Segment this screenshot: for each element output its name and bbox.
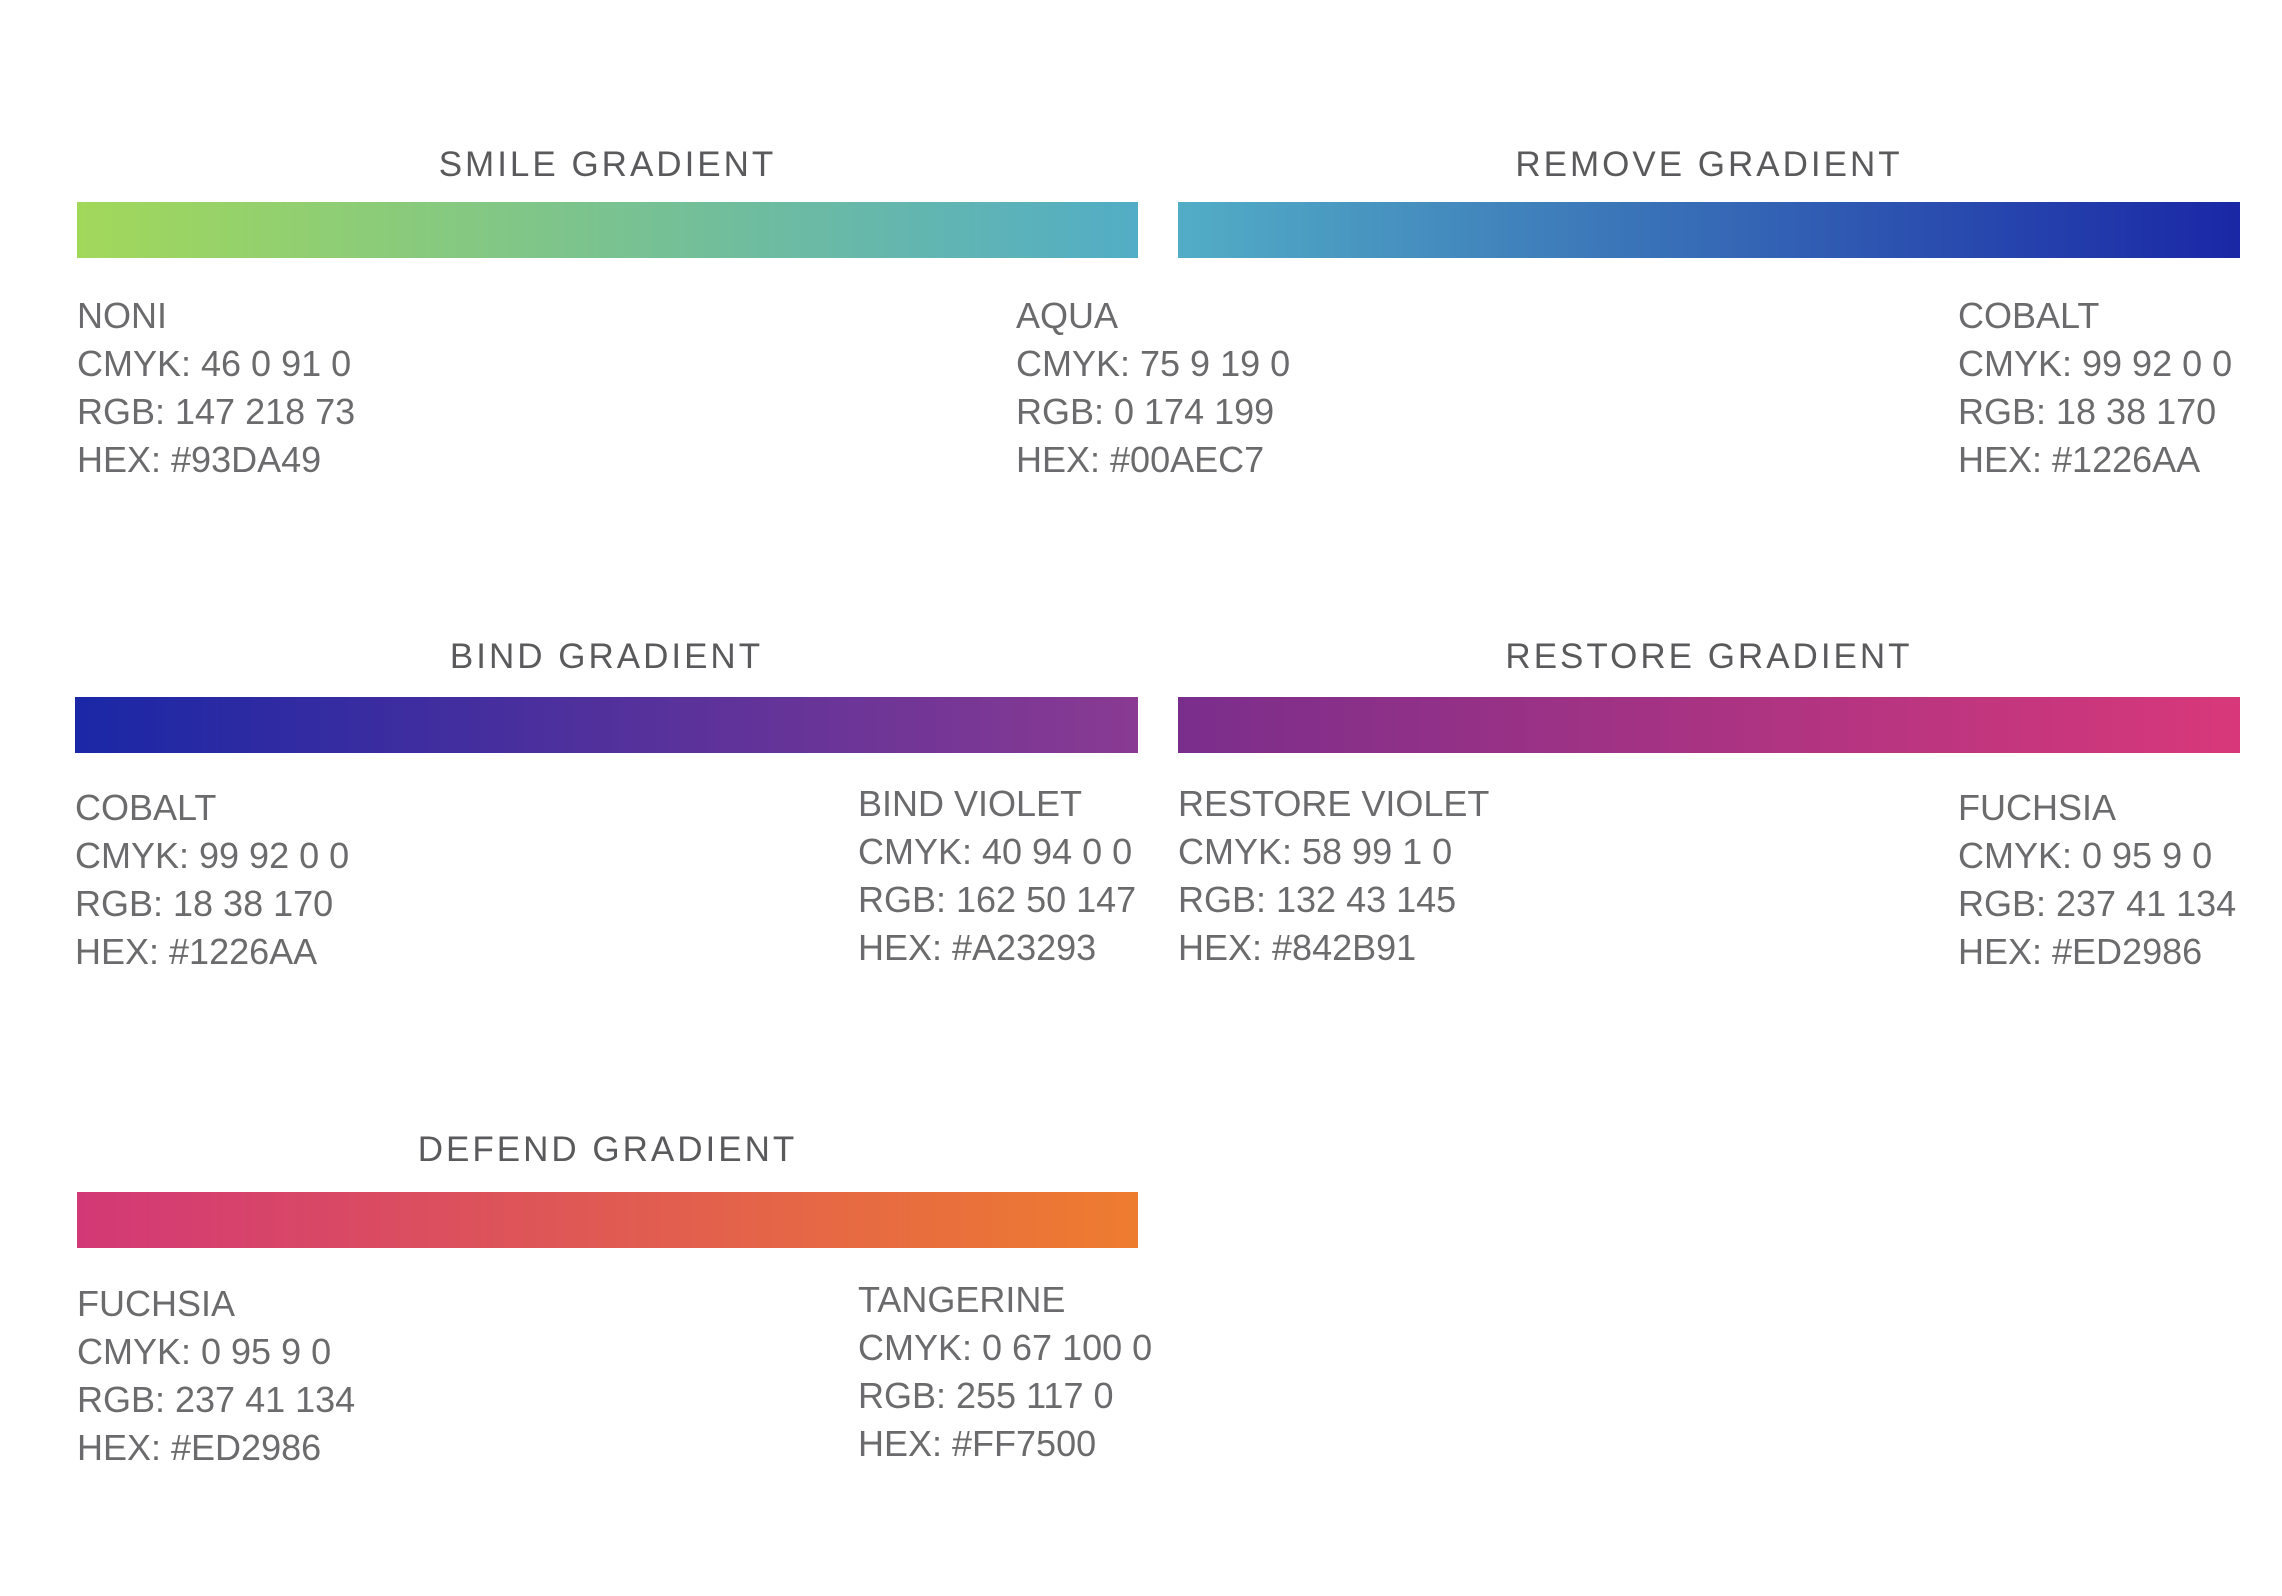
cmyk-value: CMYK: 58 99 1 0 <box>1178 831 1453 872</box>
color-spec-fuchsia: FUCHSIA CMYK: 0 95 9 0 RGB: 237 41 134 H… <box>1958 784 2236 976</box>
color-spec-noni: NONI CMYK: 46 0 91 0 RGB: 147 218 73 HEX… <box>77 292 355 484</box>
hex-value: HEX: #00AEC7 <box>1016 439 1265 480</box>
color-name: TANGERINE <box>858 1279 1066 1320</box>
color-name: NONI <box>77 295 167 336</box>
color-name: RESTORE VIOLET <box>1178 783 1490 824</box>
hex-value: HEX: #93DA49 <box>77 439 322 480</box>
rgb-value: RGB: 0 174 199 <box>1016 391 1275 432</box>
cmyk-value: CMYK: 40 94 0 0 <box>858 831 1133 872</box>
hex-value: HEX: #1226AA <box>1958 439 2201 480</box>
color-spec-tangerine: TANGERINE CMYK: 0 67 100 0 RGB: 255 117 … <box>858 1276 1152 1468</box>
rgb-value: RGB: 18 38 170 <box>75 883 334 924</box>
cmyk-value: CMYK: 0 95 9 0 <box>77 1331 332 1372</box>
gradient-bar <box>1178 697 2240 753</box>
hex-value: HEX: #ED2986 <box>1958 931 2203 972</box>
color-spec-fuchsia: FUCHSIA CMYK: 0 95 9 0 RGB: 237 41 134 H… <box>77 1280 355 1472</box>
cmyk-value: CMYK: 0 95 9 0 <box>1958 835 2213 876</box>
color-name: FUCHSIA <box>1958 787 2117 828</box>
smile-gradient-section: SMILE GRADIENT <box>77 142 1138 502</box>
rgb-value: RGB: 237 41 134 <box>77 1379 356 1420</box>
rgb-value: RGB: 18 38 170 <box>1958 391 2217 432</box>
rgb-value: RGB: 147 218 73 <box>77 391 356 432</box>
color-name: FUCHSIA <box>77 1283 236 1324</box>
defend-gradient-section: DEFEND GRADIENT <box>77 1127 1138 1487</box>
hex-value: HEX: #ED2986 <box>77 1427 322 1468</box>
cmyk-value: CMYK: 75 9 19 0 <box>1016 343 1291 384</box>
cmyk-value: CMYK: 99 92 0 0 <box>75 835 350 876</box>
hex-value: HEX: #842B91 <box>1178 927 1417 968</box>
cmyk-value: CMYK: 46 0 91 0 <box>77 343 352 384</box>
color-spec-cobalt: COBALT CMYK: 99 92 0 0 RGB: 18 38 170 HE… <box>75 784 349 976</box>
rgb-value: RGB: 162 50 147 <box>858 879 1137 920</box>
section-title: REMOVE GRADIENT <box>1515 145 1903 184</box>
section-title: SMILE GRADIENT <box>438 145 777 184</box>
rgb-value: RGB: 237 41 134 <box>1958 883 2237 924</box>
rgb-value: RGB: 255 117 0 <box>858 1375 1114 1416</box>
cmyk-value: CMYK: 99 92 0 0 <box>1958 343 2233 384</box>
color-name: COBALT <box>75 787 217 828</box>
color-spec-cobalt: COBALT CMYK: 99 92 0 0 RGB: 18 38 170 HE… <box>1958 292 2232 484</box>
gradient-bar <box>75 697 1138 753</box>
color-name: AQUA <box>1016 295 1119 336</box>
bind-gradient-section: BIND GRADIENT <box>75 634 1138 994</box>
hex-value: HEX: #A23293 <box>858 927 1097 968</box>
gradient-bar <box>77 1192 1138 1248</box>
remove-gradient-section: REMOVE GRADIENT <box>1178 142 2240 502</box>
section-title: DEFEND GRADIENT <box>417 1130 798 1169</box>
restore-gradient-section: RESTORE GRADIENT <box>1178 634 2240 994</box>
gradient-bar <box>77 202 1138 258</box>
cmyk-value: CMYK: 0 67 100 0 <box>858 1327 1153 1368</box>
gradient-bar <box>1178 202 2240 258</box>
color-spec-aqua: AQUA CMYK: 75 9 19 0 RGB: 0 174 199 HEX:… <box>1016 292 1290 484</box>
rgb-value: RGB: 132 43 145 <box>1178 879 1457 920</box>
color-spec-restore-violet: RESTORE VIOLET CMYK: 58 99 1 0 RGB: 132 … <box>1178 780 1489 972</box>
section-title: RESTORE GRADIENT <box>1505 637 1913 676</box>
section-title: BIND GRADIENT <box>449 637 764 676</box>
color-name: BIND VIOLET <box>858 783 1083 824</box>
color-name: COBALT <box>1958 295 2100 336</box>
color-spec-bind-violet: BIND VIOLET CMYK: 40 94 0 0 RGB: 162 50 … <box>858 780 1136 972</box>
hex-value: HEX: #FF7500 <box>858 1423 1097 1464</box>
hex-value: HEX: #1226AA <box>75 931 318 972</box>
